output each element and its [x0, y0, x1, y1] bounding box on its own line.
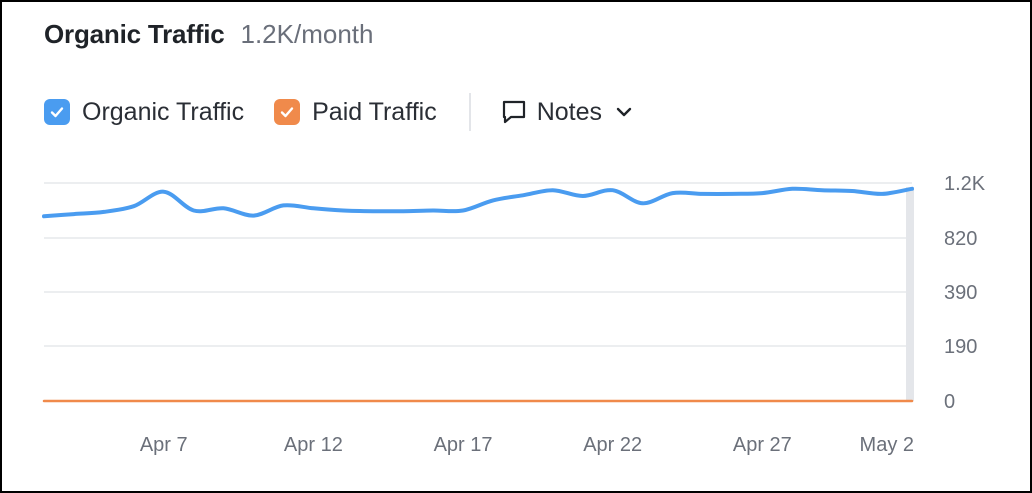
legend-paid-label: Paid Traffic — [312, 97, 437, 126]
y-tick-label: 0 — [944, 391, 955, 413]
x-tick-label: Apr 17 — [434, 434, 493, 456]
legend: Organic Traffic Paid Traffic Notes — [44, 93, 632, 131]
y-axis-ticks: 1.2K 820 390 190 0 — [944, 173, 986, 413]
x-tick-label: May 2 — [860, 434, 914, 456]
legend-divider — [468, 93, 471, 131]
x-tick-label: Apr 7 — [140, 434, 188, 456]
organic-checkbox[interactable] — [44, 99, 70, 125]
widget-header: Organic Traffic 1.2K/month — [44, 19, 373, 50]
paid-checkbox[interactable] — [274, 99, 301, 125]
legend-organic-label: Organic Traffic — [82, 97, 245, 126]
check-icon — [280, 107, 294, 118]
x-tick-label: Apr 12 — [284, 434, 343, 456]
gridlines — [44, 182, 912, 402]
y-tick-label: 1.2K — [944, 173, 986, 195]
chevron-down-icon — [616, 107, 632, 117]
notes-dropdown[interactable]: Notes — [501, 98, 632, 127]
y-tick-label: 820 — [944, 228, 977, 250]
notes-label: Notes — [536, 97, 603, 126]
x-tick-label: Apr 27 — [733, 434, 792, 456]
x-tick-label: Apr 22 — [583, 434, 642, 456]
x-axis-ticks: Apr 7 Apr 12 Apr 17 Apr 22 Apr 27 May 2 — [140, 434, 914, 456]
y-tick-label: 190 — [944, 336, 977, 358]
comment-icon — [502, 100, 525, 124]
widget-title: Organic Traffic — [44, 19, 225, 49]
hover-indicator — [906, 187, 914, 401]
organic-traffic-line — [42, 186, 914, 219]
check-icon — [50, 107, 64, 118]
legend-paid-toggle[interactable]: Paid Traffic — [274, 98, 437, 127]
series — [42, 186, 914, 403]
widget-subtitle: 1.2K/month — [240, 19, 374, 49]
legend-organic-toggle[interactable]: Organic Traffic — [44, 98, 244, 127]
y-tick-label: 390 — [944, 282, 977, 304]
